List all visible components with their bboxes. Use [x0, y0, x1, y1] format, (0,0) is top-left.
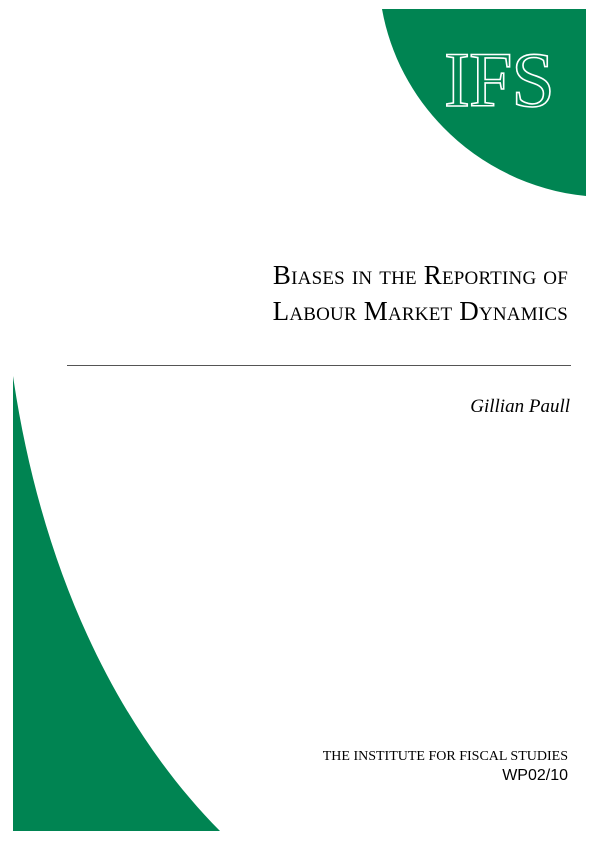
title-line-1: Biases in the Reporting of — [272, 260, 568, 290]
title-line-2: Labour Market Dynamics — [272, 296, 568, 326]
paper-title: Biases in the Reporting of Labour Market… — [148, 257, 568, 329]
publisher-name: THE INSTITUTE FOR FISCAL STUDIES — [322, 749, 568, 764]
bottom-green-corner — [13, 376, 220, 831]
author-name: Gillian Paull — [470, 396, 570, 417]
ifs-logo: IFS — [444, 36, 554, 123]
working-paper-id: WP02/10 — [502, 767, 568, 784]
title-divider — [67, 365, 571, 366]
top-green-corner — [382, 9, 586, 196]
